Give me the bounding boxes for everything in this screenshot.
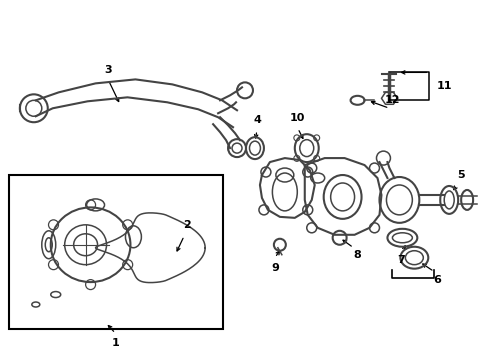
Text: 1: 1 <box>111 338 119 348</box>
Text: 7: 7 <box>397 255 405 265</box>
Text: 3: 3 <box>104 66 112 76</box>
Text: 8: 8 <box>353 250 361 260</box>
Text: 12: 12 <box>384 95 399 105</box>
Text: 2: 2 <box>183 220 191 230</box>
Text: 11: 11 <box>436 81 451 91</box>
Bar <box>9 175 223 329</box>
Text: 9: 9 <box>270 263 278 273</box>
Text: 5: 5 <box>456 170 464 180</box>
Text: 4: 4 <box>252 115 261 125</box>
Text: 10: 10 <box>289 113 305 123</box>
Text: 6: 6 <box>432 275 440 285</box>
